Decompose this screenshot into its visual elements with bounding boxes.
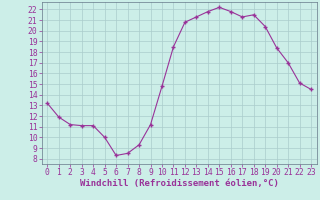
X-axis label: Windchill (Refroidissement éolien,°C): Windchill (Refroidissement éolien,°C) [80, 179, 279, 188]
